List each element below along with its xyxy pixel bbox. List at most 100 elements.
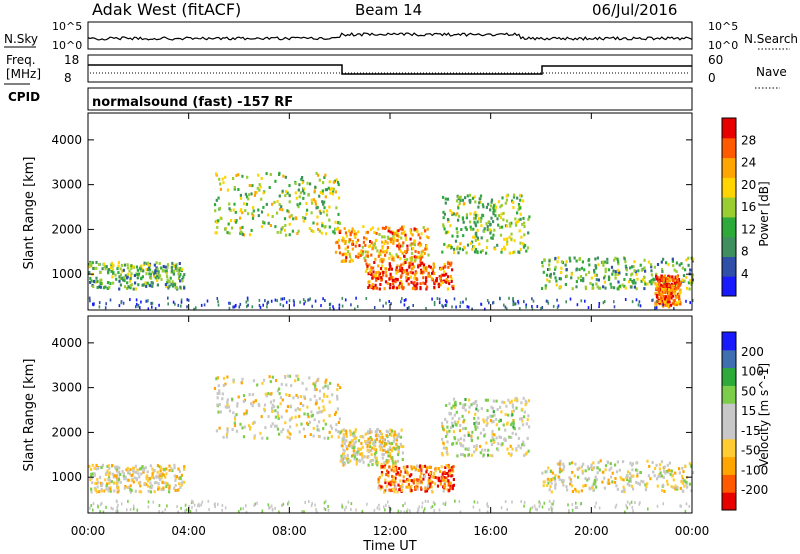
range-cell <box>667 300 670 304</box>
range-cell <box>442 210 445 214</box>
range-cell <box>269 400 273 404</box>
range-cell <box>127 478 130 482</box>
range-cell <box>670 289 673 293</box>
range-cell <box>234 304 237 308</box>
range-cell <box>383 505 385 509</box>
range-cell <box>577 475 580 479</box>
range-cell <box>302 298 305 302</box>
range-cell <box>467 305 470 309</box>
range-cell <box>137 304 139 308</box>
range-cell <box>311 304 313 308</box>
range-cell <box>403 299 406 302</box>
range-cell <box>451 268 454 272</box>
range-cell <box>592 482 595 486</box>
range-cell <box>581 471 584 475</box>
range-cell <box>511 447 514 451</box>
range-cell <box>359 435 362 439</box>
range-cell <box>393 232 396 236</box>
range-cell <box>380 471 384 474</box>
range-cell <box>150 281 153 284</box>
range-cell <box>381 264 384 268</box>
range-cell <box>217 384 220 388</box>
range-cell <box>298 408 301 412</box>
range-cell <box>153 263 156 267</box>
range-cell <box>217 303 220 307</box>
range-cell <box>436 476 439 480</box>
range-cell <box>517 208 520 211</box>
range-cell <box>402 479 405 483</box>
range-cell <box>587 258 590 262</box>
colorbar-tick-label: 28 <box>741 133 756 147</box>
range-cell <box>275 424 278 428</box>
range-cell <box>673 281 677 285</box>
range-cell <box>380 445 384 449</box>
range-cell <box>522 245 526 249</box>
range-cell <box>577 276 580 280</box>
range-cell <box>456 234 459 238</box>
range-cell <box>362 240 365 244</box>
range-cell <box>421 505 423 509</box>
range-cell <box>445 450 448 454</box>
range-cell <box>450 474 453 478</box>
range-cell <box>308 227 311 230</box>
range-cell <box>128 269 131 273</box>
range-cell <box>467 447 470 451</box>
range-cell <box>667 468 670 472</box>
range-cell <box>397 229 400 233</box>
range-cell <box>406 307 409 310</box>
range-cell <box>177 277 181 280</box>
range-cell <box>451 416 454 420</box>
range-cell <box>296 407 299 411</box>
range-cell <box>352 434 355 438</box>
range-cell <box>104 306 107 310</box>
range-cell <box>154 269 157 273</box>
range-cell <box>112 481 116 485</box>
range-cell <box>229 208 232 212</box>
range-cell <box>287 500 290 504</box>
range-cell <box>323 176 326 179</box>
range-cell <box>590 486 594 490</box>
range-cell <box>218 391 221 395</box>
range-cell <box>525 451 528 455</box>
range-cell <box>587 467 590 471</box>
range-cell <box>448 402 451 406</box>
nsearch-label: N.Search <box>744 32 798 46</box>
range-cell <box>290 384 293 388</box>
range-cell <box>414 485 417 489</box>
range-cell <box>560 478 563 482</box>
range-cell <box>349 231 352 235</box>
range-cell <box>639 471 642 474</box>
cpid-panel <box>87 87 693 111</box>
range-cell <box>252 214 255 218</box>
range-cell <box>133 274 136 277</box>
range-cell <box>396 459 400 463</box>
range-cell <box>324 508 327 511</box>
range-cell <box>130 264 133 268</box>
range-cell <box>656 484 659 488</box>
range-cell <box>505 404 508 408</box>
range-cell <box>338 303 341 307</box>
range-cell <box>433 301 436 304</box>
range-cell <box>397 255 400 259</box>
range-cell <box>245 300 248 304</box>
range-cell <box>318 410 321 414</box>
range-cell <box>251 216 255 220</box>
range-cell <box>94 481 97 485</box>
range-cell <box>574 487 577 491</box>
range-cell <box>288 222 291 226</box>
range-cell <box>405 275 408 279</box>
range-cell <box>158 465 161 469</box>
range-cell <box>472 505 475 509</box>
range-cell <box>588 263 591 267</box>
range-cell <box>512 195 516 199</box>
range-cell <box>691 471 695 475</box>
range-cell <box>340 259 343 263</box>
range-cell <box>471 307 473 311</box>
range-cell <box>444 501 447 505</box>
range-cell <box>158 273 161 277</box>
range-cell <box>389 230 392 234</box>
range-cell <box>391 276 395 279</box>
range-cell <box>171 469 174 473</box>
range-cell <box>129 284 132 288</box>
range-cell <box>482 453 485 457</box>
